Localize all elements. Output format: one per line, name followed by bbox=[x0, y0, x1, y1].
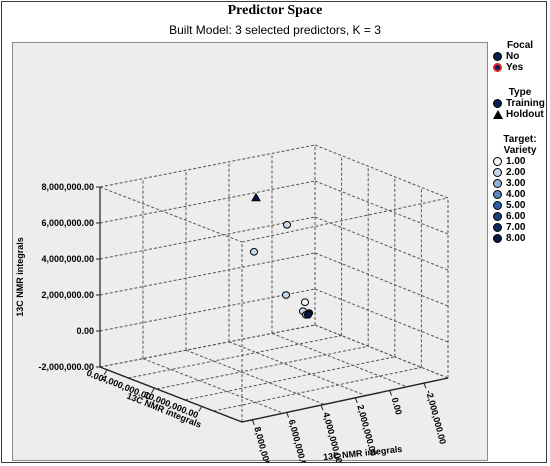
legend-target-item-label: 1.00 bbox=[506, 156, 526, 167]
axis-right-depth-tick-label: -2,000,000.00 bbox=[424, 389, 448, 445]
axis-right-depth-tick-label: 6,000,000.00 bbox=[287, 418, 310, 462]
legend-focal-list: No Yes bbox=[491, 51, 549, 73]
axis-vertical-tick-label: 0.00 bbox=[76, 326, 94, 336]
legend-target-item-symbol bbox=[491, 223, 504, 232]
legend-target-item-symbol bbox=[491, 157, 504, 166]
point-training bbox=[281, 291, 291, 299]
legend-focal-title: Focal bbox=[506, 40, 534, 51]
legend-target-item-symbol bbox=[491, 179, 504, 188]
axis-left-depth-tick bbox=[151, 387, 155, 394]
legend-target-item-label: 4.00 bbox=[506, 189, 526, 200]
point-training bbox=[303, 311, 313, 319]
grid-back-wall-h bbox=[314, 216, 449, 271]
axis-left-depth-tick bbox=[198, 406, 203, 412]
grid-floor-a bbox=[185, 349, 325, 405]
axis-right-depth-tick bbox=[423, 382, 427, 389]
legend-type-title: Type bbox=[508, 87, 532, 98]
grid-floor-a bbox=[142, 358, 284, 414]
axis-right-depth-tick bbox=[320, 404, 324, 411]
legend: Focal No Yes Type Training Holdout Target:… bbox=[491, 40, 549, 244]
legend-target-item-symbol bbox=[491, 212, 504, 221]
axis-right-depth-tick-label: 0.00 bbox=[390, 396, 404, 416]
legend-target-item: 3.00 bbox=[491, 178, 549, 189]
point-training bbox=[282, 221, 292, 229]
legend-target-item-symbol bbox=[491, 168, 504, 177]
legend-target-item: 4.00 bbox=[491, 189, 549, 200]
legend-target-item-label: 8.00 bbox=[506, 233, 526, 244]
point-training bbox=[300, 298, 310, 307]
axis-left-depth-tick bbox=[103, 369, 108, 376]
grid-floor-a bbox=[271, 332, 407, 388]
grid-back-wall-h bbox=[314, 288, 449, 343]
grid-floor-b bbox=[128, 335, 342, 379]
grid-floor-b bbox=[185, 356, 395, 401]
axis-right-depth-tick bbox=[389, 390, 393, 396]
legend-type-item: Holdout bbox=[491, 109, 549, 120]
axis-vertical-tick-label: 8,000,000.00 bbox=[41, 182, 94, 192]
legend-focal-item-label: No bbox=[506, 51, 520, 62]
legend-target-item-symbol bbox=[491, 190, 504, 199]
grid-left-wall-h bbox=[99, 144, 316, 188]
axis-vertical-tick-label: -2,000,000.00 bbox=[38, 362, 94, 372]
grid-back-wall-h bbox=[314, 180, 449, 235]
legend-target-item-symbol bbox=[491, 201, 504, 210]
point-holdout bbox=[251, 192, 261, 202]
legend-type-item: Training bbox=[491, 98, 549, 109]
legend-type-item-label: Training bbox=[506, 98, 545, 109]
axis-right-depth-tick bbox=[354, 397, 358, 403]
grid-left-wall-h bbox=[99, 252, 316, 296]
axis-right-depth-tick bbox=[286, 412, 290, 418]
legend-target-item: 1.00 bbox=[491, 156, 549, 167]
legend-target-item-label: 5.00 bbox=[506, 200, 526, 211]
grid-left-wall-h bbox=[99, 216, 316, 260]
axis-right-depth-tick bbox=[251, 419, 255, 425]
grid-back-wall-h bbox=[314, 252, 449, 307]
axis-vertical-label: 13C NMR integrals bbox=[15, 237, 25, 317]
legend-target-item-label: 7.00 bbox=[506, 222, 526, 233]
legend-target-item-label: 6.00 bbox=[506, 211, 526, 222]
grid-floor-b bbox=[156, 345, 369, 390]
axis-vertical-tick-label: 2,000,000.00 bbox=[41, 290, 94, 300]
legend-focal-item: Yes bbox=[491, 62, 549, 73]
axis-right-depth-line bbox=[241, 377, 449, 423]
grid-floor-a bbox=[228, 341, 366, 397]
legend-target-item: 2.00 bbox=[491, 167, 549, 178]
legend-type-list: Training Holdout bbox=[491, 98, 549, 120]
legend-target-title-line2: Variety bbox=[503, 145, 537, 156]
chart-subtitle: Built Model: 3 selected predictors, K = … bbox=[169, 23, 381, 37]
legend-type-item-label: Holdout bbox=[506, 109, 544, 120]
legend-target-list: 1.00 2.00 3.00 4.00 5.00 6.00 7.00 8.00 bbox=[491, 156, 549, 244]
axis-vertical-tick-label: 6,000,000.00 bbox=[41, 218, 94, 228]
axis-right-depth-tick-label: 8,000,000.00 bbox=[252, 426, 275, 462]
legend-target-item-label: 3.00 bbox=[506, 178, 526, 189]
axis-vertical-tick-label: 4,000,000.00 bbox=[41, 254, 94, 264]
legend-target-item: 7.00 bbox=[491, 222, 549, 233]
legend-target-item-label: 2.00 bbox=[506, 167, 526, 178]
point-training bbox=[249, 248, 259, 256]
box-top-right-edge bbox=[241, 197, 449, 243]
box-top-front-edge bbox=[99, 186, 243, 243]
legend-type-item-symbol bbox=[491, 99, 504, 108]
chart-title: Predictor Space bbox=[227, 3, 323, 18]
grid-floor-b bbox=[213, 366, 422, 412]
legend-target-item-symbol bbox=[491, 234, 504, 243]
axis-left-depth-line bbox=[99, 366, 243, 423]
grid-floor-a bbox=[314, 324, 449, 379]
legend-target-item: 8.00 bbox=[491, 233, 549, 244]
legend-target-item: 6.00 bbox=[491, 211, 549, 222]
plot-3d-svg: -2,000,000.00 0.00 2,000,000.00 4,000,000.0… bbox=[15, 144, 449, 462]
grid-left-wall-h bbox=[99, 288, 316, 332]
legend-type-item-symbol bbox=[491, 110, 504, 119]
legend-focal-item: No bbox=[491, 51, 549, 62]
legend-focal-item-label: Yes bbox=[506, 62, 524, 73]
grid-left-wall-h bbox=[99, 180, 316, 224]
legend-focal-item-symbol bbox=[491, 63, 504, 72]
grid-back-wall-h bbox=[314, 144, 449, 199]
grid-floor-b bbox=[99, 324, 316, 368]
legend-focal-item-symbol bbox=[491, 52, 504, 61]
legend-target-title-line1: Target: bbox=[503, 134, 537, 145]
legend-target-item: 5.00 bbox=[491, 200, 549, 211]
plot-area: -2,000,000.00 0.00 2,000,000.00 4,000,000.0… bbox=[12, 42, 488, 462]
